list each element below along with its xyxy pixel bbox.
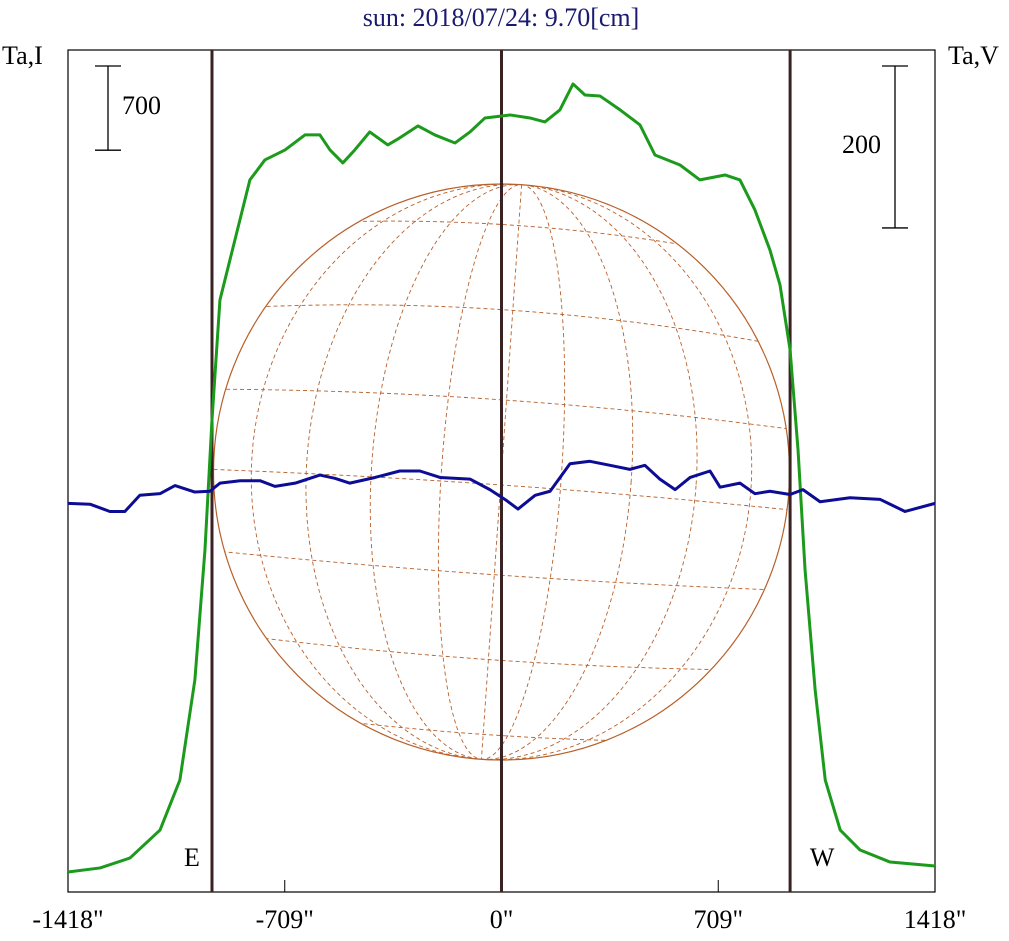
x-tick-label: 709" <box>693 905 743 934</box>
x-tick-label: 1418" <box>904 905 967 934</box>
limb-label: W <box>810 843 835 872</box>
limb-label: E <box>184 843 200 872</box>
series-line <box>67 82 936 874</box>
x-tick-label: -1418" <box>32 905 103 934</box>
y-axis-label: Ta,I <box>2 41 43 70</box>
scale-bar-label: 200 <box>842 130 881 159</box>
y2-axis-label: Ta,V <box>948 41 999 70</box>
x-tick-label: -709" <box>256 905 314 934</box>
x-tick-label: 0" <box>490 905 514 934</box>
chart-title: sun: 2018/07/24: 9.70[cm] <box>363 3 640 32</box>
scale-bar-label: 700 <box>122 91 161 120</box>
series-line <box>67 459 936 513</box>
